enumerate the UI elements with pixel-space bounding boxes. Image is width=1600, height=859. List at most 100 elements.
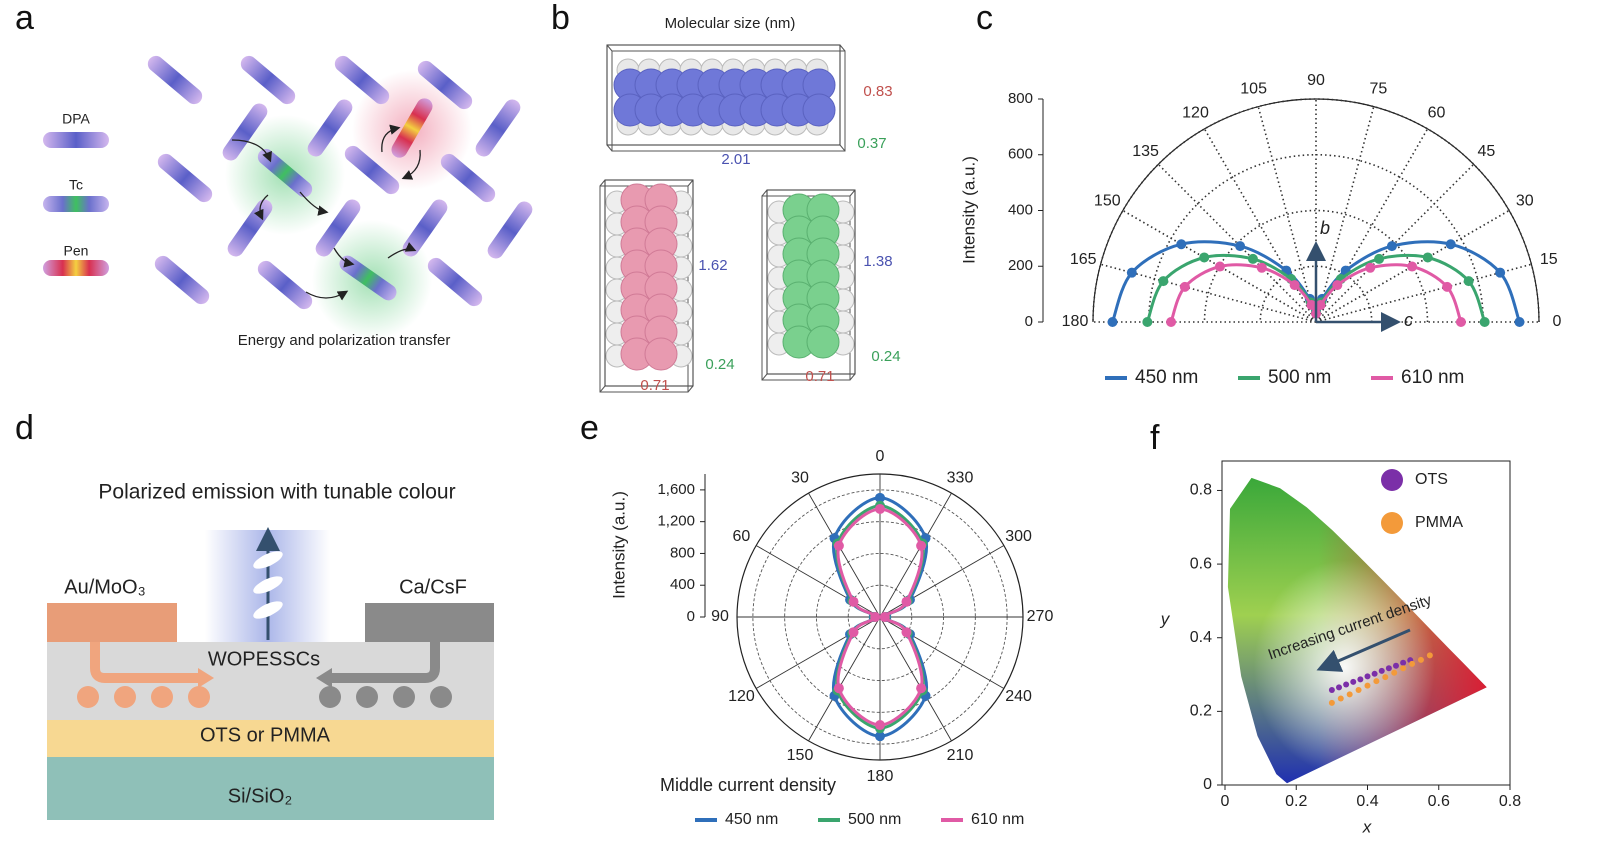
data-point: [1386, 241, 1397, 252]
gamut: [1227, 477, 1487, 784]
hole-head: [198, 668, 214, 688]
angle-label: 30: [1516, 193, 1534, 210]
grid-spoke: [1257, 106, 1317, 323]
angle-label: 15: [1540, 251, 1558, 268]
data-point: [1417, 656, 1424, 663]
data-point: [1514, 317, 1525, 327]
box-edge: [687, 179, 694, 187]
atom-c: [644, 337, 678, 371]
data-point: [1371, 670, 1378, 677]
y-tick-label: 0: [1025, 313, 1033, 330]
y-tick-label: 0: [1203, 776, 1212, 793]
data-point: [901, 627, 912, 638]
polarization: [253, 601, 283, 619]
data-point: [1382, 674, 1389, 681]
grid-ring: [1092, 98, 1540, 323]
y-tick-label: 600: [1008, 146, 1033, 163]
angle-label: 180: [867, 768, 894, 785]
box-edge: [606, 144, 613, 152]
data-point: [875, 492, 885, 503]
molecule: [440, 153, 496, 203]
transfer-arrow: [401, 149, 421, 180]
legend-label: 610 nm: [971, 811, 1024, 828]
data-point: [1328, 699, 1335, 706]
data-point: [1179, 281, 1190, 292]
data-point: [1256, 262, 1267, 273]
y-tick-label: 400: [1008, 201, 1033, 218]
panel-label: f: [1150, 419, 1160, 457]
data-point: [875, 720, 885, 731]
dimension-label: 1.62: [698, 257, 727, 274]
layer-label: Ca/CsF: [399, 576, 467, 598]
box: [611, 50, 846, 152]
data-point: [1479, 317, 1490, 327]
legend-label: 500 nm: [848, 811, 901, 828]
box-edge: [599, 179, 606, 187]
data-point: [1495, 267, 1506, 278]
substrate: [47, 757, 494, 820]
molecule-name: DPA: [62, 111, 90, 127]
angle-label: 60: [1428, 105, 1446, 122]
trend-arrow: [1316, 628, 1411, 672]
data-point: [879, 612, 890, 622]
angle-label: 270: [1027, 608, 1054, 625]
grid-spoke: [755, 616, 881, 689]
hole: [188, 686, 210, 708]
data-point: [1400, 665, 1407, 672]
grid-spoke: [1315, 128, 1429, 323]
electron-head: [316, 668, 332, 688]
angle-label: 90: [711, 608, 729, 625]
data-point: [1332, 280, 1343, 291]
box: [606, 44, 841, 146]
data-point: [1328, 687, 1335, 694]
data-point: [1176, 239, 1187, 250]
annotation: Middle current density: [660, 775, 836, 795]
dimension-label: 0.83: [863, 83, 892, 100]
grid-ring: [1203, 209, 1429, 323]
data-point: [1343, 681, 1350, 688]
electron: [319, 686, 341, 708]
hole: [151, 686, 173, 708]
hole: [114, 686, 136, 708]
panel-label: d: [15, 409, 34, 447]
panel-title: Polarized emission with tunable colour: [98, 481, 455, 504]
dimension-label: 0.24: [705, 356, 734, 373]
grid-spoke: [879, 545, 1005, 618]
data-point: [1365, 262, 1376, 273]
anode: [47, 603, 177, 642]
molecule: [487, 201, 533, 259]
angle-label: 330: [947, 470, 974, 487]
grid-spoke: [808, 492, 881, 618]
box-edge: [761, 189, 768, 197]
angle-label: 30: [791, 470, 809, 487]
y-axis-label: y: [1160, 609, 1171, 628]
data-point: [1235, 241, 1246, 252]
legend-label: 610 nm: [1401, 367, 1464, 388]
grid-spoke: [1315, 163, 1475, 323]
y-tick-label: 800: [670, 544, 695, 561]
data-point: [1409, 660, 1416, 667]
caption: Energy and polarization transfer: [238, 332, 451, 349]
data-point: [1214, 261, 1225, 272]
angle-label: 180: [1062, 313, 1089, 330]
transfer-arrow: [305, 290, 349, 301]
legend-swatch: [1381, 469, 1403, 491]
transfer-arrow: [381, 124, 401, 153]
box-edge: [849, 373, 856, 381]
molecule: [475, 99, 521, 157]
dimension-label: 1.38: [863, 253, 892, 270]
data-point: [1364, 682, 1371, 689]
data-point: [1142, 317, 1153, 327]
grid-spoke: [879, 492, 952, 618]
legend-label: OTS: [1415, 471, 1448, 488]
molecule: [307, 99, 353, 157]
data-point: [1463, 276, 1474, 287]
data-point: [1393, 662, 1399, 669]
data-point: [833, 540, 844, 551]
y-tick-label: 1,200: [657, 513, 695, 530]
electron: [430, 686, 452, 708]
electron: [393, 686, 415, 708]
molecule: [391, 98, 433, 158]
y-tick-label: 0: [687, 608, 695, 625]
